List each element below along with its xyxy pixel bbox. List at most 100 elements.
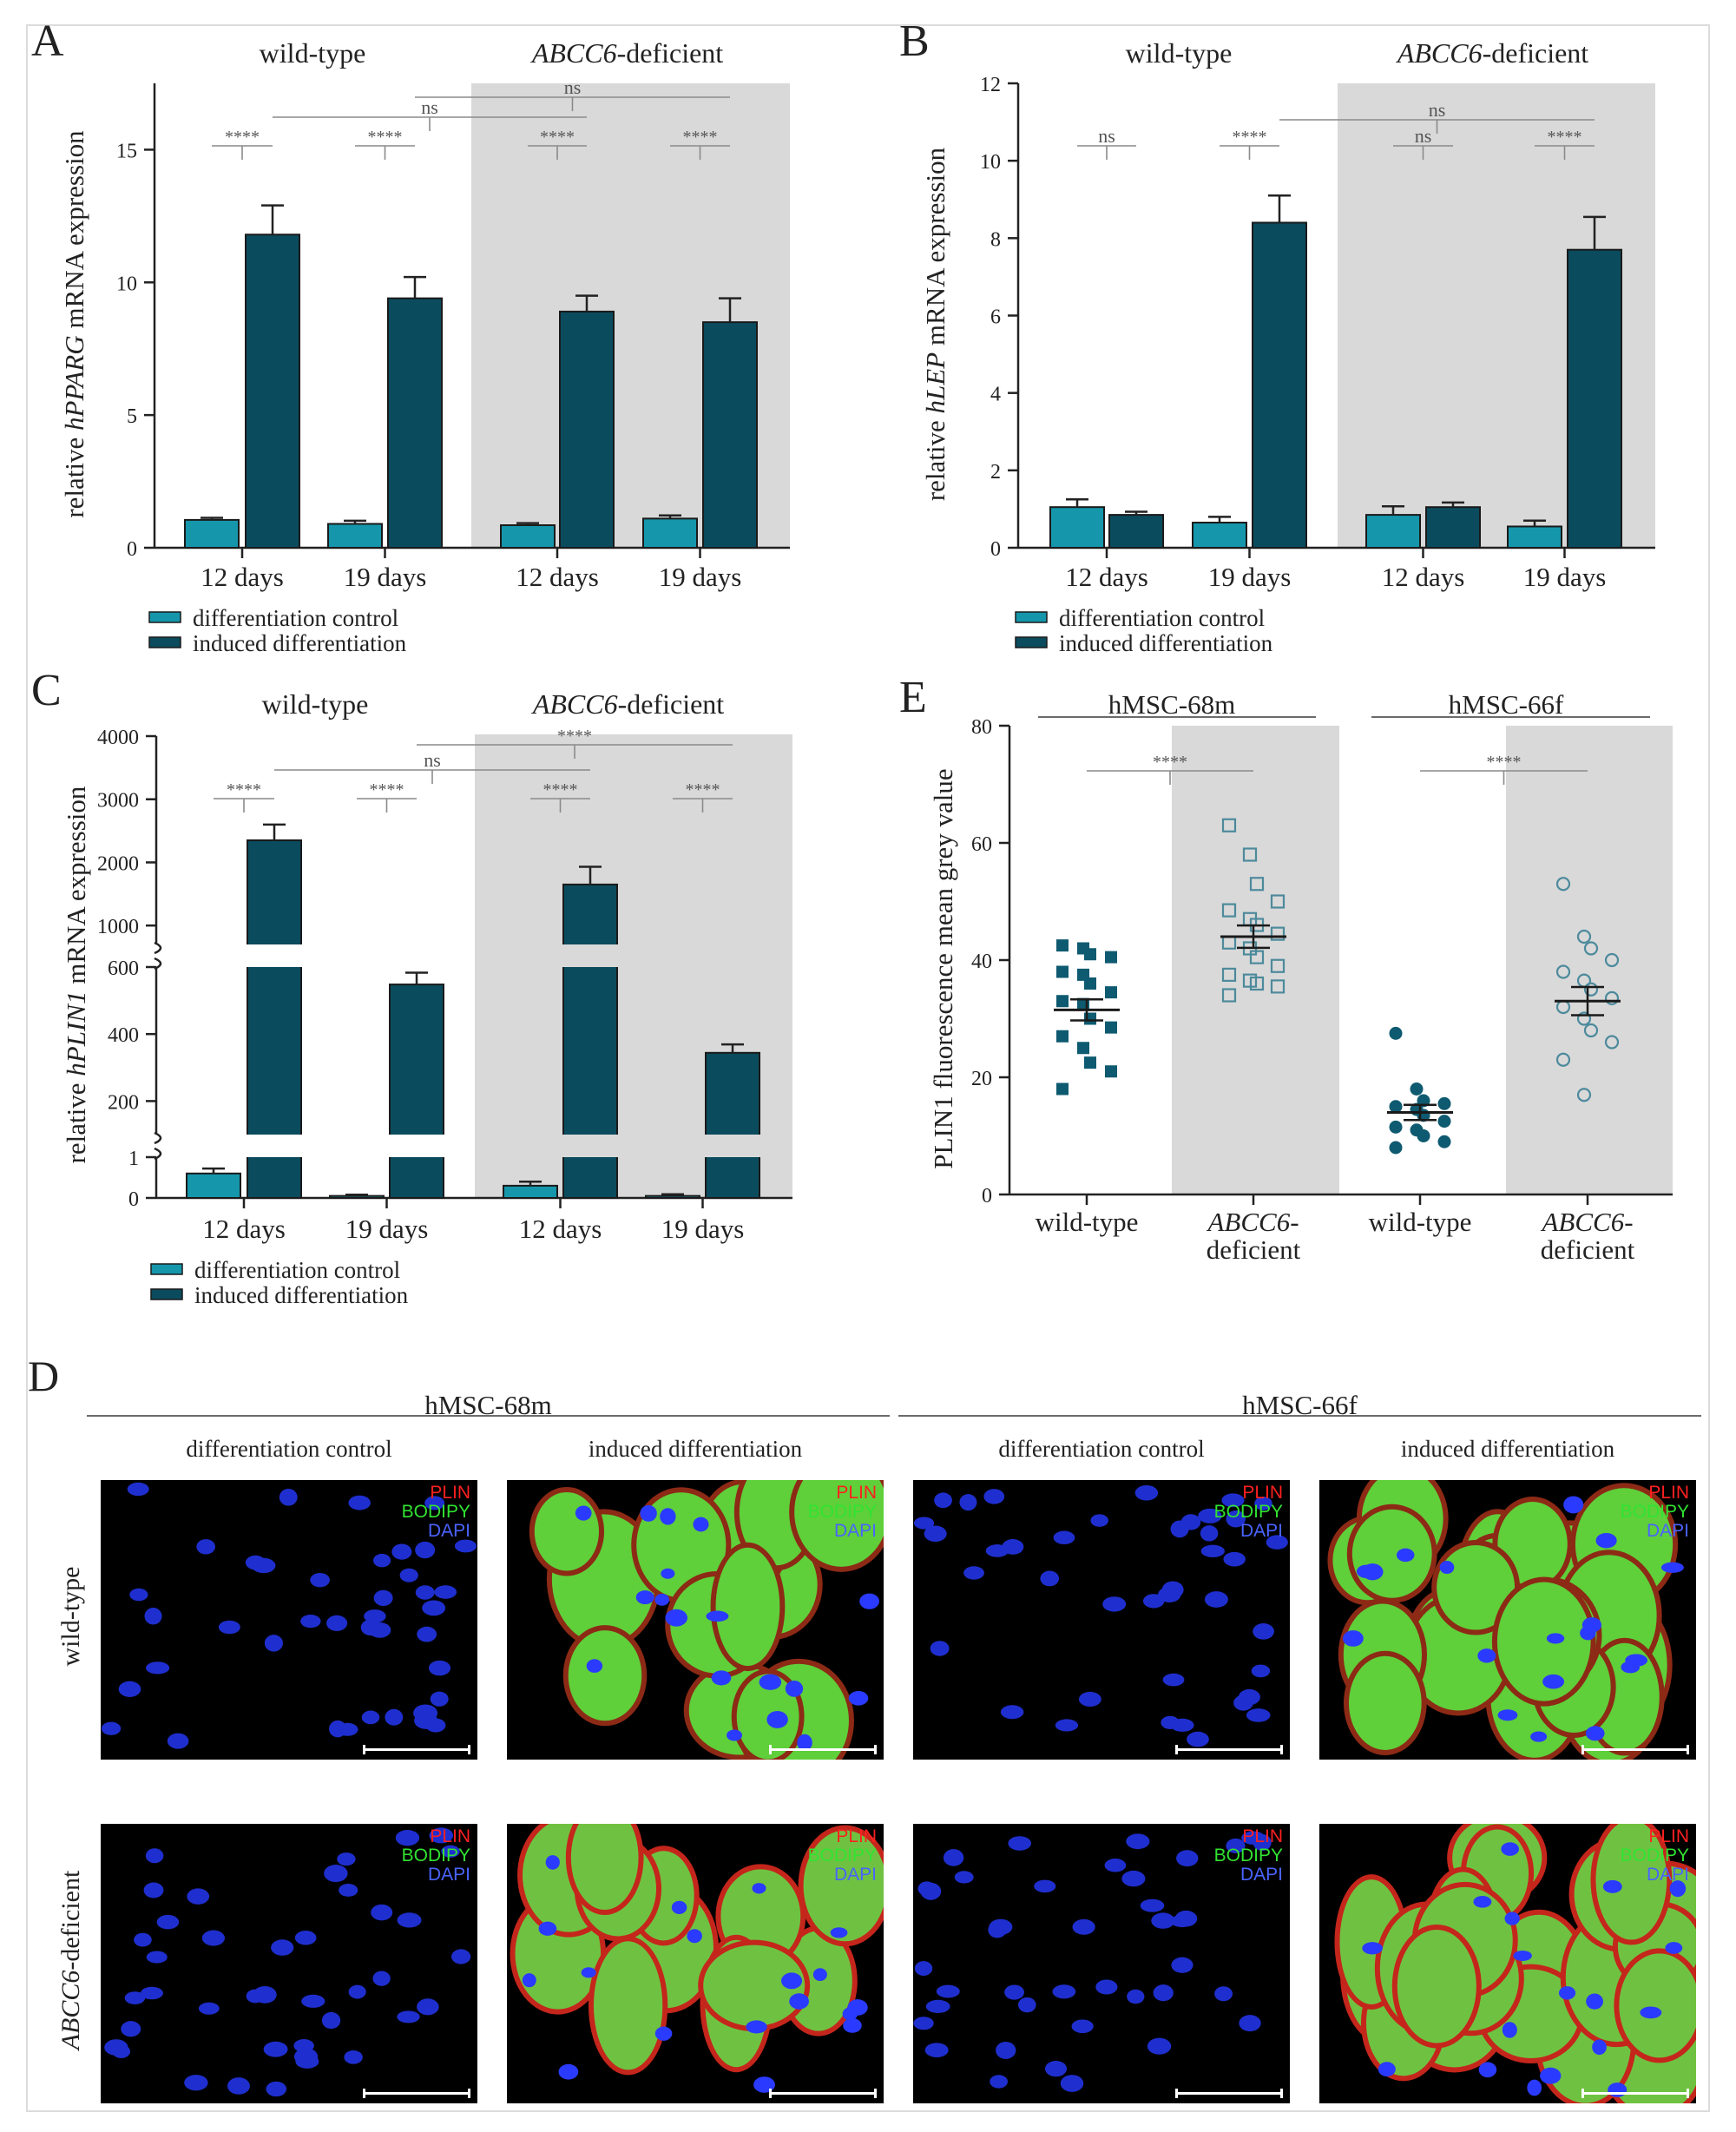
nucleus <box>391 1543 412 1560</box>
category-label: 19 days <box>659 562 742 592</box>
nucleus <box>1171 1957 1194 1973</box>
legend-label: differentiation control <box>1059 605 1265 631</box>
significance-bracket-label: ns <box>1415 125 1432 147</box>
nucleus <box>218 1620 240 1635</box>
nucleus <box>1669 1880 1687 1898</box>
scale-bar <box>363 1745 470 1754</box>
y-axis-label-part: mRNA expression <box>59 130 89 335</box>
nucleus <box>660 1508 676 1525</box>
data-point <box>1583 941 1599 956</box>
nucleus <box>930 1641 950 1656</box>
nucleus <box>1602 1879 1622 1893</box>
nucleus <box>279 1489 298 1506</box>
nucleus <box>1527 2079 1542 2096</box>
nucleus <box>1501 1842 1519 1856</box>
cell-lipid <box>1496 1582 1591 1701</box>
nucleus <box>1502 2022 1517 2038</box>
group-title-abcc6: ABCC6-deficient <box>530 37 723 69</box>
nucleus <box>1071 2019 1094 2034</box>
stain-bodipy: BODIPY <box>401 1846 470 1866</box>
nucleus <box>586 1659 603 1673</box>
cell-lipid <box>1595 1824 1667 1940</box>
stain-bodipy: BODIPY <box>1620 1846 1689 1866</box>
stain-legend: PLIN BODIPY DAPI <box>402 1484 470 1541</box>
cell-lipid <box>1497 1502 1568 1587</box>
nucleus <box>326 1615 348 1631</box>
y-tick-label: 4 <box>990 384 1001 406</box>
axis-break-gap <box>245 944 304 967</box>
nucleus <box>1586 1993 1603 2010</box>
cell-lipid <box>1348 1655 1422 1750</box>
nucleus <box>920 1882 942 1900</box>
data-point <box>1221 818 1237 832</box>
nucleus <box>1530 1731 1548 1742</box>
stain-plin: PLIN <box>836 1483 877 1503</box>
data-point <box>1105 1021 1117 1034</box>
nucleus <box>1072 1918 1095 1935</box>
nucleus <box>124 1991 146 2004</box>
nucleus <box>1640 2006 1662 2019</box>
y-tick-label: 400 <box>108 1024 139 1047</box>
bar <box>1192 522 1247 549</box>
nucleus <box>706 1610 729 1622</box>
micrograph-image <box>1334 1824 1696 2103</box>
y-tick-label: 0 <box>128 1188 139 1211</box>
panel-letter-e: E <box>899 673 927 722</box>
nucleus <box>545 1855 560 1870</box>
y-tick-label: 8 <box>990 228 1001 251</box>
significance-bracket-label: **** <box>1153 753 1187 772</box>
data-point <box>1056 995 1069 1008</box>
y-tick-label: 40 <box>971 951 992 973</box>
stain-legend: PLIN BODIPY DAPI <box>1621 1484 1689 1541</box>
nucleus <box>429 1827 454 1844</box>
category-label: 19 days <box>344 562 427 592</box>
significance-bracket-label: ns <box>424 749 441 771</box>
significance-bracket-label: **** <box>1233 128 1267 147</box>
nucleus <box>121 2021 141 2037</box>
nucleus <box>1142 1594 1165 1609</box>
nucleus <box>263 2041 288 2057</box>
panel-letter-a: A <box>31 16 64 66</box>
data-point <box>1583 982 1599 997</box>
nucleus <box>385 1708 404 1726</box>
data-point <box>1555 1052 1571 1067</box>
stain-bodipy: BODIPY <box>807 1502 877 1522</box>
category-label: 19 days <box>1523 562 1607 592</box>
nucleus <box>1253 1833 1272 1852</box>
nucleus <box>1040 1570 1060 1587</box>
nucleus <box>434 1585 457 1599</box>
data-point <box>1077 1042 1089 1055</box>
stain-legend: PLIN BODIPY DAPI <box>808 1484 877 1541</box>
data-point <box>1249 877 1265 892</box>
cell-lipid <box>1619 1953 1696 2058</box>
nucleus <box>1546 1633 1565 1644</box>
data-point <box>1389 1026 1403 1040</box>
nucleus <box>1078 1691 1101 1707</box>
group-title-abcc6-part: -deficient <box>618 688 725 720</box>
row-label-wild-type: wild-type <box>56 1566 85 1667</box>
nucleus <box>127 1482 149 1497</box>
nucleus <box>575 1505 592 1521</box>
y-axis-label: relative hPLIN1 mRNA expression <box>61 786 91 1163</box>
nucleus <box>143 1882 164 1898</box>
nucleus <box>300 1615 321 1629</box>
y-axis-label-part: mRNA expression <box>61 786 91 990</box>
category-label-line2: deficient <box>1541 1234 1635 1265</box>
nucleus <box>752 1883 766 1894</box>
nucleus <box>1017 1997 1036 2013</box>
panel-letter-c: C <box>31 666 62 715</box>
y-tick-label: 12 <box>980 74 1001 96</box>
cell-line-68m-rule <box>87 1415 890 1417</box>
data-point <box>1056 1082 1069 1096</box>
row-label-suffix: -deficient <box>56 1870 85 1971</box>
nucleus <box>1473 1895 1492 1908</box>
nucleus <box>1253 1623 1274 1640</box>
y-tick-label: 0 <box>127 538 137 561</box>
nucleus <box>1200 1544 1225 1558</box>
axis-break-gap <box>561 944 620 967</box>
nucleus <box>581 1967 596 1978</box>
nucleus <box>1660 1562 1684 1573</box>
group-title-wild-type: wild-type <box>1126 37 1233 69</box>
nucleus <box>1214 1986 1233 2002</box>
